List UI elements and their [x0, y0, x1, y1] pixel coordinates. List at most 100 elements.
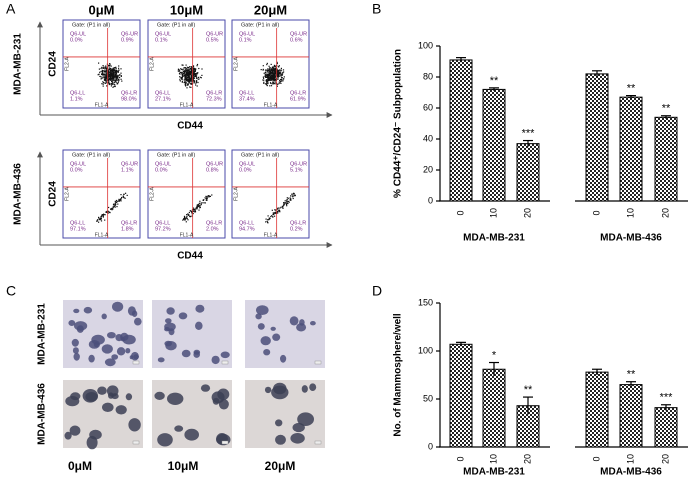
event-dot — [266, 75, 269, 78]
quadrant-value: 0.5% — [206, 37, 219, 43]
event-dot — [280, 73, 282, 75]
event-dot — [196, 74, 198, 76]
event-dot — [115, 78, 117, 80]
event-dot — [101, 66, 103, 68]
event-dot — [99, 71, 101, 73]
sphere — [193, 351, 200, 358]
event-dot — [110, 208, 112, 210]
event-dot — [102, 76, 104, 78]
event-dot — [96, 220, 98, 222]
sphere — [275, 434, 286, 445]
event-dot — [262, 69, 264, 71]
sphere — [264, 386, 272, 394]
event-dot — [112, 82, 114, 84]
sphere — [272, 333, 281, 341]
event-dot — [195, 73, 197, 75]
event-dot — [277, 76, 279, 78]
event-dot — [185, 82, 187, 84]
event-dot — [98, 73, 100, 75]
event-dot — [273, 68, 275, 70]
event-dot — [120, 75, 122, 77]
event-dot — [268, 79, 270, 81]
sphere — [70, 392, 81, 401]
event-dot — [196, 72, 198, 74]
sphere — [217, 388, 230, 401]
event-dot — [104, 68, 106, 70]
event-dot — [100, 76, 102, 78]
event-dot — [105, 67, 107, 69]
event-dot — [105, 81, 107, 83]
event-dot — [106, 79, 108, 81]
event-dot — [189, 72, 191, 74]
plot-frame — [62, 19, 141, 109]
event-dot — [189, 77, 191, 79]
event-dot — [182, 69, 184, 71]
sphere — [73, 352, 80, 361]
event-dot — [105, 78, 107, 81]
bar — [619, 96, 643, 202]
event-dot — [185, 217, 187, 219]
event-dot — [270, 77, 272, 79]
event-dot — [187, 83, 189, 85]
event-dot — [281, 74, 283, 76]
event-dot — [178, 70, 180, 72]
event-dot — [188, 72, 190, 74]
event-dot — [113, 72, 115, 74]
sphere — [116, 347, 126, 356]
event-dot — [267, 70, 269, 72]
sphere — [88, 354, 95, 363]
quadrant-name: Q6-UR — [290, 31, 307, 37]
event-dot — [109, 75, 111, 77]
event-dot — [189, 73, 191, 75]
x-channel: FL1-A — [95, 102, 109, 108]
y-marker: CD24 — [48, 181, 59, 207]
event-dot — [194, 69, 196, 71]
event-dot — [109, 72, 111, 74]
event-dot — [191, 80, 193, 82]
gate-label: Gate: (P1 in all) — [241, 152, 279, 158]
quadrant-value: 2.0% — [206, 226, 219, 232]
event-dot — [101, 70, 103, 72]
event-dot — [281, 205, 283, 207]
y-tick-label: 0 — [428, 441, 433, 451]
event-dot — [186, 217, 188, 219]
event-dot — [195, 80, 197, 82]
event-dot — [266, 69, 268, 71]
event-dot — [185, 74, 187, 76]
event-dot — [104, 79, 106, 81]
event-dot — [186, 70, 188, 72]
sphere — [129, 355, 134, 360]
event-dot — [179, 69, 181, 71]
event-dot — [109, 79, 111, 81]
event-dot — [184, 219, 186, 221]
event-dot — [105, 66, 107, 68]
event-dot — [268, 77, 270, 79]
event-dot — [185, 64, 187, 66]
event-dot — [266, 81, 269, 83]
event-dot — [185, 80, 187, 82]
event-dot — [118, 79, 120, 81]
event-dot — [287, 202, 289, 205]
event-dot — [188, 70, 190, 72]
event-dot — [112, 83, 114, 85]
event-dot — [285, 202, 287, 204]
event-dot — [275, 70, 277, 72]
panel-label: C — [6, 283, 16, 299]
panel-label: B — [372, 1, 381, 17]
event-dot — [198, 205, 200, 207]
sphere — [257, 323, 265, 330]
event-dot — [273, 77, 275, 79]
event-dot — [272, 76, 275, 78]
event-dot — [114, 85, 116, 88]
event-dot — [124, 197, 126, 199]
event-dot — [188, 79, 190, 81]
event-dot — [107, 80, 110, 82]
column-header: 10μM — [170, 2, 203, 17]
event-dot — [186, 214, 188, 216]
event-dot — [284, 200, 286, 202]
event-dot — [98, 221, 100, 223]
event-dot — [118, 67, 120, 69]
row-label: MDA-MB-436 — [37, 383, 48, 445]
event-dot — [198, 78, 200, 80]
event-dot — [189, 81, 191, 83]
